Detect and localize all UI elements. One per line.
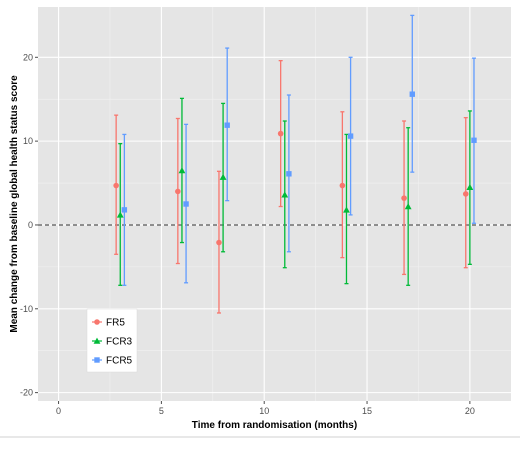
- x-tick-label: 5: [159, 406, 164, 416]
- minor-grid: [38, 7, 511, 401]
- data-point: [462, 191, 469, 197]
- x-axis-ticks: 0 5 10 15 20: [56, 401, 475, 416]
- data-point: [286, 171, 292, 177]
- data-point: [347, 133, 354, 139]
- series-fr5: [113, 60, 469, 314]
- y-axis-title: Mean change from baseline global health …: [9, 75, 20, 333]
- data-point: [224, 122, 230, 128]
- data-point: [121, 207, 128, 213]
- data-point: [178, 167, 186, 174]
- data-point: [401, 195, 407, 201]
- data-point: [281, 191, 289, 198]
- legend: FR5 FCR3 FCR5: [86, 308, 138, 373]
- data-point: [343, 206, 350, 213]
- data-point: [471, 137, 477, 143]
- series-fcr3: [116, 97, 474, 286]
- data-point: [219, 173, 227, 180]
- data-point: [277, 130, 284, 137]
- series-fcr5: [121, 14, 477, 286]
- x-tick-label: 15: [362, 406, 372, 416]
- legend-key-marker: [93, 337, 101, 344]
- x-tick-label: 10: [259, 406, 269, 416]
- y-tick-label: -20: [20, 388, 33, 398]
- data-point: [175, 188, 181, 195]
- series-marks: [113, 14, 477, 314]
- legend-label: FCR3: [106, 337, 133, 348]
- data-point: [339, 182, 346, 189]
- legend-label: FR5: [106, 318, 125, 329]
- x-axis-title: Time from randomisation (months): [192, 420, 357, 431]
- y-tick-label: -10: [20, 304, 33, 314]
- x-tick-label: 20: [465, 406, 475, 416]
- data-point: [216, 239, 222, 246]
- data-point: [409, 91, 415, 97]
- legend-key-marker: [94, 357, 100, 363]
- data-point: [113, 182, 119, 189]
- data-point: [466, 183, 474, 190]
- x-tick-label: 0: [56, 406, 61, 416]
- y-axis-ticks: -20 -10 0 10 20: [20, 52, 38, 398]
- y-tick-label: 0: [28, 220, 33, 230]
- legend-label: FCR5: [106, 356, 133, 367]
- legend-key-marker: [94, 319, 100, 325]
- data-point: [183, 201, 189, 207]
- data-point: [404, 203, 412, 210]
- data-point: [116, 211, 124, 218]
- y-tick-label: 20: [23, 52, 33, 62]
- y-tick-label: 10: [23, 136, 33, 146]
